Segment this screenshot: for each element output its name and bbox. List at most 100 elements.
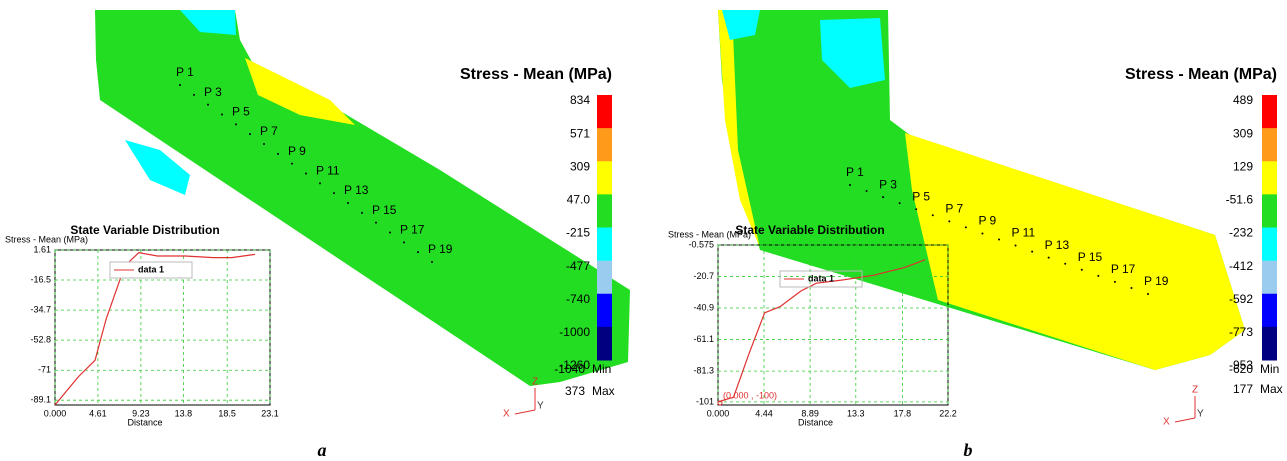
panel-caption: a <box>318 440 327 460</box>
probe-dot <box>179 84 181 86</box>
probe-dot <box>305 173 307 175</box>
max-label: Max <box>1260 382 1283 396</box>
x-tick-label: 4.44 <box>755 408 773 418</box>
legend-label: 309 <box>570 159 590 173</box>
triad-axis <box>1175 418 1195 422</box>
probe-label: P 9 <box>978 214 996 228</box>
triad-label: Z <box>532 377 538 388</box>
min-label: Min <box>1260 362 1279 376</box>
y-tick-label: -34.7 <box>30 304 51 314</box>
probe-label: P 1 <box>176 65 194 79</box>
x-tick-label: 8.89 <box>801 408 819 418</box>
probe-dot <box>221 114 223 116</box>
min-value: -1040 <box>554 362 585 376</box>
probe-dot <box>319 182 321 184</box>
legend-swatch <box>597 228 612 262</box>
probe-dot <box>915 208 917 210</box>
legend-swatch <box>1262 327 1277 361</box>
probe-label: P 17 <box>400 223 425 237</box>
probe-dot <box>361 212 363 214</box>
x-tick-label: 23.1 <box>261 408 279 418</box>
probe-label: P 13 <box>1045 238 1070 252</box>
probe-dot <box>1015 245 1017 247</box>
max-value: 177 <box>1233 382 1253 396</box>
probe-dot <box>417 251 419 253</box>
legend-title: Stress - Mean (MPa) <box>460 66 612 83</box>
probe-dot <box>375 222 377 224</box>
legend-entry: data 1 <box>808 273 834 283</box>
probe-dot <box>1130 287 1132 289</box>
probe-label: P 11 <box>1012 226 1036 240</box>
probe-dot <box>347 202 349 204</box>
probe-dot <box>1081 269 1083 271</box>
probe-label: P 5 <box>232 105 250 119</box>
x-tick-label: 0.000 <box>44 408 67 418</box>
probe-dot <box>249 133 251 135</box>
legend-swatch <box>597 161 612 195</box>
y-axis-title: Stress - Mean (MPa) <box>668 229 751 239</box>
y-tick-label: -20.7 <box>693 271 714 281</box>
probe-dot <box>948 220 950 222</box>
probe-label: P 3 <box>204 85 222 99</box>
y-tick-label: -61.1 <box>693 334 714 344</box>
legend-label: 47.0 <box>567 193 591 207</box>
x-tick-label: 9.23 <box>132 408 150 418</box>
legend-label: -773 <box>1229 325 1253 339</box>
legend-label: -412 <box>1229 259 1253 273</box>
legend-swatch <box>1262 95 1277 129</box>
probe-dot <box>263 143 265 145</box>
probe-label: P 15 <box>1078 250 1103 264</box>
probe-dot <box>932 214 934 216</box>
legend-swatch <box>597 194 612 228</box>
probe-label: P 13 <box>344 183 369 197</box>
triad-axis <box>515 410 535 414</box>
probe-dot <box>1048 257 1050 259</box>
legend-swatch <box>597 327 612 361</box>
probe-dot <box>1147 293 1149 295</box>
y-tick-label: -52.8 <box>30 334 51 344</box>
legend-label: 834 <box>570 93 590 107</box>
probe-dot <box>981 232 983 234</box>
probe-dot <box>235 123 237 125</box>
probe-dot <box>882 196 884 198</box>
x-tick-label: 22.2 <box>939 408 957 418</box>
x-axis-title: Distance <box>128 417 163 427</box>
max-label: Max <box>592 384 615 398</box>
probe-dot <box>333 192 335 194</box>
probe-label: P 11 <box>316 164 340 178</box>
legend-label: 571 <box>570 126 590 140</box>
probe-dot <box>1064 263 1066 265</box>
legend-label: -477 <box>566 259 590 273</box>
legend-label: -1000 <box>559 325 590 339</box>
probe-dot <box>389 232 391 234</box>
probe-dot <box>193 94 195 96</box>
figure: Stress - Mean (MPa) 834 571 309 47.0 -215 -477… <box>0 0 1287 461</box>
probe-label: P 15 <box>372 203 397 217</box>
legend-label: -740 <box>566 292 590 306</box>
triad-label: X <box>503 409 510 420</box>
probe-dot <box>866 190 868 192</box>
stress-region <box>905 133 1245 370</box>
legend-entry: data 1 <box>138 264 164 274</box>
legend-swatch <box>597 95 612 129</box>
probe-dot <box>965 226 967 228</box>
legend-label: -592 <box>1229 292 1253 306</box>
max-value: 373 <box>565 384 585 398</box>
probe-dot <box>1097 275 1099 277</box>
legend-label: -232 <box>1229 226 1253 240</box>
probe-label: P 7 <box>260 124 278 138</box>
triad-label: Y <box>537 401 544 412</box>
probe-dot <box>1031 251 1033 253</box>
legend-swatch <box>1262 194 1277 228</box>
min-label: Min <box>592 362 611 376</box>
legend-label: 129 <box>1233 159 1253 173</box>
x-tick-label: 13.8 <box>175 408 193 418</box>
min-value: -620 <box>1229 362 1253 376</box>
y-tick-label: -89.1 <box>30 395 51 405</box>
probe-label: P 17 <box>1111 262 1136 276</box>
legend-label: -215 <box>566 226 590 240</box>
probe-dot <box>431 261 433 263</box>
probe-dot <box>207 104 209 106</box>
legend-label: -51.6 <box>1226 193 1254 207</box>
legend-swatch <box>1262 161 1277 195</box>
